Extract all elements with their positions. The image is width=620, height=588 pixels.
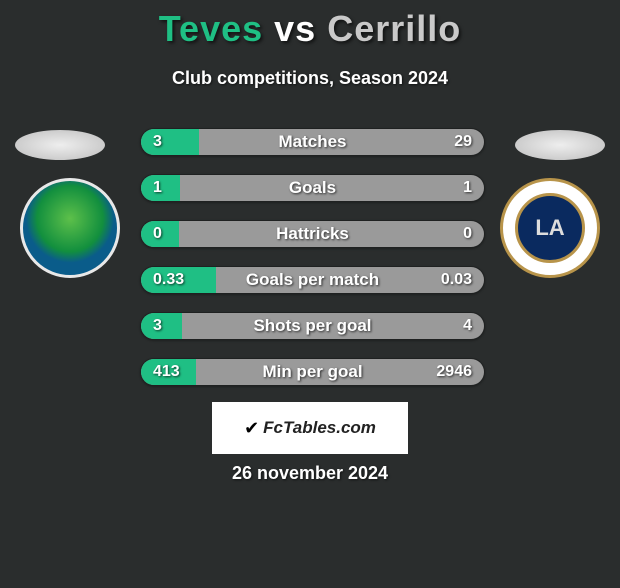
stat-value-right: 0 xyxy=(463,225,472,243)
stat-label: Shots per goal xyxy=(253,316,371,336)
stat-row: 3 Matches 29 xyxy=(140,128,485,156)
generated-date: 26 november 2024 xyxy=(232,463,388,484)
brand-box: ✔ FcTables.com xyxy=(212,402,408,454)
stat-value-left: 3 xyxy=(153,133,162,151)
stat-value-right: 1 xyxy=(463,179,472,197)
stat-label: Matches xyxy=(278,132,346,152)
vs-text: vs xyxy=(274,8,316,49)
stat-label: Min per goal xyxy=(262,362,362,382)
stat-value-right: 2946 xyxy=(436,363,472,381)
stat-bar-left xyxy=(141,129,199,155)
stat-row: 0 Hattricks 0 xyxy=(140,220,485,248)
player2-avatar xyxy=(515,130,605,160)
stat-row: 3 Shots per goal 4 xyxy=(140,312,485,340)
player1-avatar xyxy=(15,130,105,160)
stat-row: 0.33 Goals per match 0.03 xyxy=(140,266,485,294)
stat-row: 1 Goals 1 xyxy=(140,174,485,202)
stat-label: Goals per match xyxy=(246,270,379,290)
stat-label: Goals xyxy=(289,178,336,198)
player1-name: Teves xyxy=(159,8,263,49)
stat-value-right: 29 xyxy=(454,133,472,151)
player2-club-logo-letters: LA xyxy=(515,193,585,263)
stats-chart: 3 Matches 29 1 Goals 1 0 Hattricks 0 0.33 Goals pe… xyxy=(140,128,485,404)
stat-label: Hattricks xyxy=(276,224,349,244)
stat-value-right: 0.03 xyxy=(441,271,472,289)
competition-subtitle: Club competitions, Season 2024 xyxy=(0,68,620,89)
stat-value-left: 1 xyxy=(153,179,162,197)
stat-value-left: 0 xyxy=(153,225,162,243)
brand-check-icon: ✔ xyxy=(244,418,259,439)
comparison-title: Teves vs Cerrillo xyxy=(0,8,620,50)
stat-value-left: 3 xyxy=(153,317,162,335)
stat-value-right: 4 xyxy=(463,317,472,335)
brand-text: FcTables.com xyxy=(263,418,376,438)
stat-value-left: 0.33 xyxy=(153,271,184,289)
player2-club-logo: LA xyxy=(500,178,600,278)
stat-value-left: 413 xyxy=(153,363,180,381)
stat-row: 413 Min per goal 2946 xyxy=(140,358,485,386)
player1-club-logo xyxy=(20,178,120,278)
player2-name: Cerrillo xyxy=(327,8,461,49)
